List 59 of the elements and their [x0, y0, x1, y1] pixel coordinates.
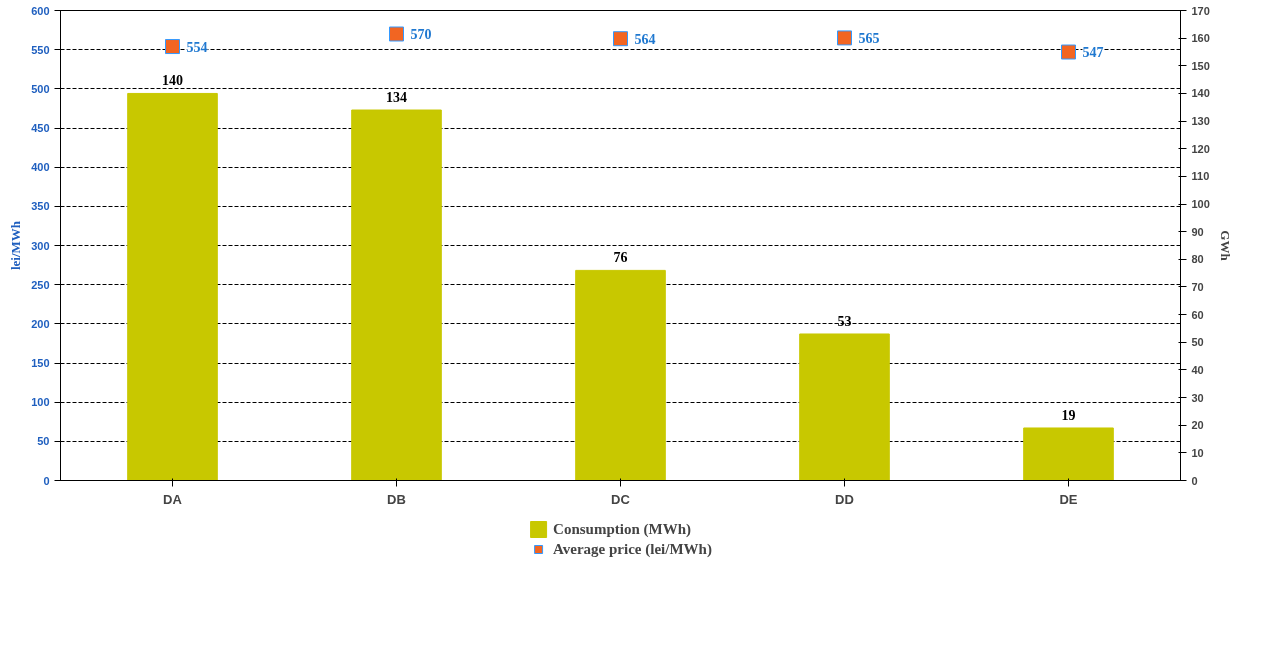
- y-tick-label: 350: [31, 200, 50, 213]
- y-tick-label: 500: [31, 82, 50, 95]
- y2-tick-label: 150: [1191, 59, 1210, 72]
- y2-tick-label: 130: [1191, 115, 1210, 128]
- point: [1061, 44, 1076, 60]
- y2-tick-label: 160: [1191, 32, 1210, 45]
- data-label: 76: [613, 250, 628, 266]
- y2-tick-label: 10: [1191, 446, 1204, 459]
- y2-tick-label: 0: [1191, 474, 1198, 487]
- data-label: 19: [1061, 407, 1076, 423]
- y2-tick-label: 30: [1191, 391, 1204, 404]
- data-label: 564: [634, 31, 656, 47]
- bar: [799, 333, 890, 481]
- data-label: 570: [410, 27, 432, 42]
- y2-tick-label: 20: [1191, 419, 1204, 432]
- y-tick-label: 450: [31, 122, 50, 134]
- y2-tick-label: 70: [1191, 280, 1204, 293]
- point: [165, 39, 180, 55]
- y2-axis-title: GWh: [1217, 230, 1233, 262]
- point: [837, 30, 852, 46]
- bar: [1023, 427, 1114, 481]
- y2-tick-label: 50: [1191, 336, 1204, 349]
- y2-tick-label: 60: [1191, 308, 1204, 321]
- y2-tick-label: 110: [1191, 170, 1210, 183]
- data-label: 134: [386, 90, 407, 106]
- y2-tick-label: 170: [1191, 4, 1210, 17]
- y2-tick-label: 90: [1191, 225, 1204, 238]
- y-tick-label: 100: [31, 396, 50, 409]
- data-label: 547: [1082, 45, 1104, 61]
- y2-tick-label: 100: [1191, 198, 1210, 211]
- data-label: 565: [858, 30, 880, 46]
- x-tick-label: DA: [163, 491, 183, 507]
- y-tick-label: 600: [31, 4, 50, 17]
- y-tick-label: 550: [31, 43, 50, 56]
- point: [389, 26, 404, 42]
- y2-tick-label: 40: [1191, 363, 1204, 376]
- data-label: 554: [186, 39, 208, 55]
- legend-label: Consumption (MWh): [553, 520, 692, 538]
- x-tick-label: DD: [835, 491, 854, 507]
- bar: [575, 269, 666, 481]
- bar: [351, 109, 442, 481]
- y-axis-title: lei/MWh: [8, 220, 24, 271]
- y-tick-label: 300: [31, 239, 50, 252]
- bar: [127, 92, 218, 481]
- y-tick-label: 200: [31, 317, 50, 330]
- y-tick-label: 250: [31, 278, 50, 291]
- x-tick-label: DE: [1059, 491, 1078, 507]
- x-tick-label: DC: [611, 491, 631, 507]
- y-tick-label: 0: [43, 474, 50, 487]
- y2-tick-label: 80: [1191, 253, 1204, 266]
- point: [613, 31, 628, 47]
- y2-tick-label: 120: [1191, 142, 1210, 155]
- data-label: 140: [162, 73, 183, 89]
- legend-label: Average price (lei/MWh): [553, 540, 712, 558]
- x-tick-label: DB: [387, 491, 406, 507]
- y-tick-label: 150: [31, 357, 50, 369]
- y-tick-label: 400: [31, 161, 50, 174]
- y-tick-label: 50: [37, 435, 50, 448]
- y2-tick-label: 140: [1191, 87, 1210, 100]
